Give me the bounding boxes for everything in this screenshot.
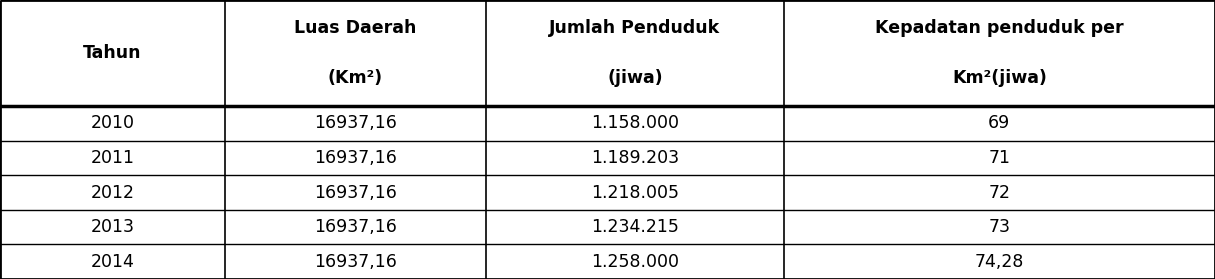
- Text: 16937,16: 16937,16: [313, 184, 397, 201]
- Text: 16937,16: 16937,16: [313, 114, 397, 132]
- Text: 16937,16: 16937,16: [313, 218, 397, 236]
- Text: 2010: 2010: [90, 114, 135, 132]
- Text: 69: 69: [988, 114, 1011, 132]
- Text: Tahun: Tahun: [83, 44, 142, 62]
- Text: Kepadatan penduduk per: Kepadatan penduduk per: [875, 19, 1124, 37]
- Text: 2011: 2011: [90, 149, 135, 167]
- Text: 16937,16: 16937,16: [313, 253, 397, 271]
- Text: Km²(jiwa): Km²(jiwa): [951, 69, 1047, 87]
- Text: 16937,16: 16937,16: [313, 149, 397, 167]
- Text: 73: 73: [988, 218, 1011, 236]
- Text: (Km²): (Km²): [328, 69, 383, 87]
- Text: 74,28: 74,28: [974, 253, 1024, 271]
- Text: Jumlah Penduduk: Jumlah Penduduk: [549, 19, 720, 37]
- Text: 1.218.005: 1.218.005: [590, 184, 679, 201]
- Text: 71: 71: [988, 149, 1011, 167]
- Text: 2012: 2012: [90, 184, 135, 201]
- Text: 2014: 2014: [90, 253, 135, 271]
- Text: (jiwa): (jiwa): [608, 69, 662, 87]
- Text: 1.189.203: 1.189.203: [590, 149, 679, 167]
- Text: 72: 72: [988, 184, 1011, 201]
- Text: 1.158.000: 1.158.000: [590, 114, 679, 132]
- Text: 1.234.215: 1.234.215: [590, 218, 679, 236]
- Text: 2013: 2013: [90, 218, 135, 236]
- Text: 1.258.000: 1.258.000: [590, 253, 679, 271]
- Text: Luas Daerah: Luas Daerah: [294, 19, 417, 37]
